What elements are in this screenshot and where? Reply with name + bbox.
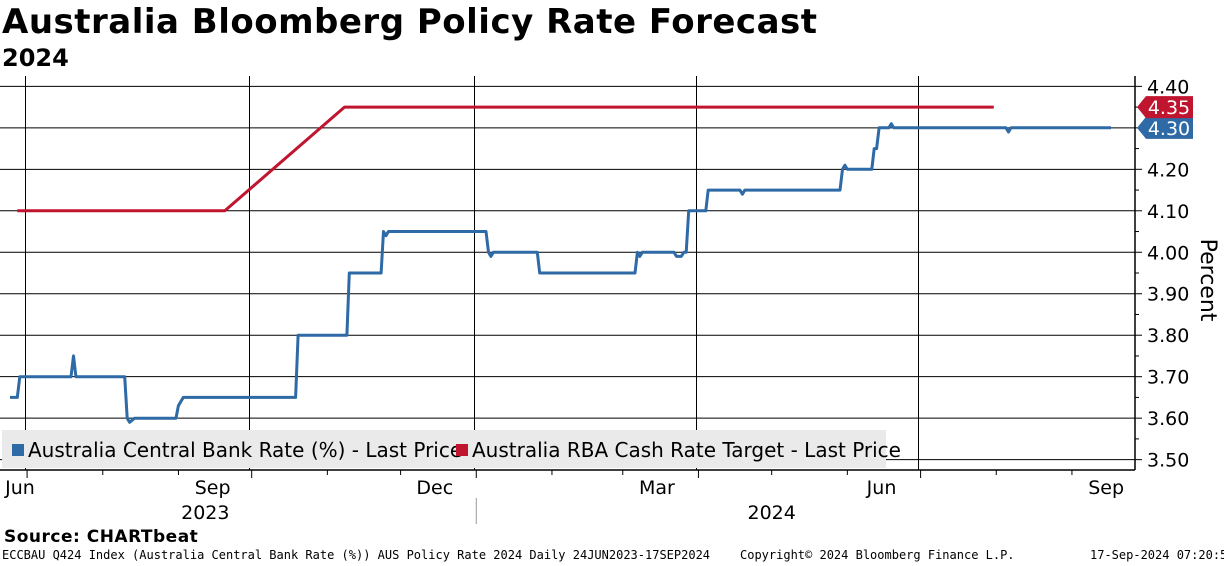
legend-label: Australia Central Bank Rate (%) - Last P… — [28, 438, 463, 462]
chart-subtitle: 2024 — [2, 44, 69, 72]
y-axis-title: Percent — [1195, 239, 1220, 322]
last-price-label: 4.30 — [1148, 118, 1190, 140]
legend-item-cash-rate-target[interactable]: Australia RBA Cash Rate Target - Last Pr… — [456, 438, 901, 462]
x-tick-label: Jun — [866, 477, 897, 499]
chart-title: Australia Bloomberg Policy Rate Forecast — [2, 2, 818, 42]
footer-ticker-info: ECCBAU Q424 Index (Australia Central Ban… — [2, 548, 711, 562]
y-tick-label: 4.40 — [1147, 76, 1189, 98]
chart-legend: Australia Central Bank Rate (%) - Last P… — [2, 430, 901, 468]
y-tick-label: 4.00 — [1147, 242, 1189, 264]
series-layer — [10, 105, 1111, 424]
year-label: 2023 — [181, 502, 229, 524]
year-label: 2024 — [747, 502, 795, 524]
axis-labels: 4.40 4.30 4.20 4.10 4.00 3.90 3.80 3.70 3.60 3.50… — [4, 76, 1220, 524]
y-tick-label: 3.90 — [1147, 284, 1189, 306]
y-tick-label: 4.20 — [1147, 159, 1189, 181]
y-tick-label: 4.10 — [1147, 201, 1189, 223]
y-tick-label: 3.50 — [1147, 450, 1189, 472]
x-tick-label: Sep — [1088, 477, 1124, 499]
grid — [0, 76, 1135, 470]
x-tick-label: Sep — [195, 477, 231, 499]
footer-timestamp: 17-Sep-2024 07:20:59 — [1090, 548, 1224, 562]
source-note: Source: CHARTbeat — [4, 527, 199, 547]
x-tick-label: Dec — [416, 477, 453, 499]
last-price-label: 4.35 — [1148, 97, 1190, 119]
y-tick-label: 3.70 — [1147, 367, 1189, 389]
y-tick-label: 3.80 — [1147, 325, 1189, 347]
legend-swatch-blue — [12, 444, 24, 456]
footer-copyright: Copyright© 2024 Bloomberg Finance L.P. — [740, 548, 1015, 562]
last-price-tag-blue — [1137, 116, 1193, 139]
central-bank-rate-line — [10, 122, 1111, 424]
y-tick-label: 3.60 — [1147, 408, 1189, 430]
last-price-tag-red — [1137, 96, 1193, 119]
cash-rate-target-line — [17, 105, 994, 213]
legend-label: Australia RBA Cash Rate Target - Last Pr… — [472, 438, 901, 462]
legend-item-central-bank-rate[interactable]: Australia Central Bank Rate (%) - Last P… — [12, 438, 462, 462]
legend-swatch-red — [456, 444, 468, 456]
x-tick-label: Jun — [4, 477, 35, 499]
x-tick-label: Mar — [639, 477, 675, 499]
